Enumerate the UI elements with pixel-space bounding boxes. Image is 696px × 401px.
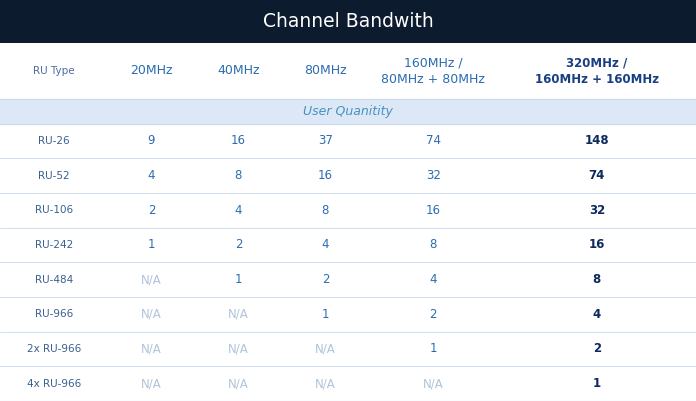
Text: N/A: N/A xyxy=(141,342,161,355)
Text: 74: 74 xyxy=(426,134,441,147)
Text: N/A: N/A xyxy=(141,308,161,321)
Bar xyxy=(0,158,696,193)
Text: RU-242: RU-242 xyxy=(35,240,73,250)
Text: 148: 148 xyxy=(585,134,609,147)
Text: 160MHz /
80MHz + 80MHz: 160MHz / 80MHz + 80MHz xyxy=(381,56,485,86)
Text: 320MHz /
160MHz + 160MHz: 320MHz / 160MHz + 160MHz xyxy=(535,56,659,86)
Text: N/A: N/A xyxy=(315,377,335,390)
Text: N/A: N/A xyxy=(228,342,248,355)
Text: User Quanitity: User Quanitity xyxy=(303,105,393,117)
Text: N/A: N/A xyxy=(228,377,248,390)
Text: N/A: N/A xyxy=(423,377,443,390)
Text: Channel Bandwith: Channel Bandwith xyxy=(262,12,434,31)
Text: 1: 1 xyxy=(322,308,329,321)
Text: 8: 8 xyxy=(322,204,329,217)
Text: 16: 16 xyxy=(589,239,605,251)
Text: RU-106: RU-106 xyxy=(35,205,73,215)
Text: 8: 8 xyxy=(593,273,601,286)
Bar xyxy=(0,43,696,99)
Bar xyxy=(0,297,696,332)
Text: 4: 4 xyxy=(235,204,242,217)
Text: N/A: N/A xyxy=(141,377,161,390)
Text: N/A: N/A xyxy=(315,342,335,355)
Text: 2: 2 xyxy=(235,239,242,251)
Text: 1: 1 xyxy=(593,377,601,390)
Bar xyxy=(0,228,696,262)
Text: 2: 2 xyxy=(322,273,329,286)
Text: RU-26: RU-26 xyxy=(38,136,70,146)
Text: 1: 1 xyxy=(429,342,437,355)
Text: 2x RU-966: 2x RU-966 xyxy=(27,344,81,354)
Text: 2: 2 xyxy=(148,204,155,217)
Bar xyxy=(0,0,696,43)
Bar xyxy=(0,367,696,401)
Text: N/A: N/A xyxy=(228,308,248,321)
Text: 32: 32 xyxy=(589,204,605,217)
Text: N/A: N/A xyxy=(141,273,161,286)
Bar xyxy=(0,99,696,124)
Text: RU-52: RU-52 xyxy=(38,170,70,180)
Text: 74: 74 xyxy=(589,169,605,182)
Text: 37: 37 xyxy=(318,134,333,147)
Text: 4: 4 xyxy=(429,273,437,286)
Bar xyxy=(0,262,696,297)
Text: 2: 2 xyxy=(429,308,437,321)
Text: 16: 16 xyxy=(231,134,246,147)
Text: 16: 16 xyxy=(426,204,441,217)
Text: 80MHz: 80MHz xyxy=(304,65,347,77)
Text: 20MHz: 20MHz xyxy=(130,65,173,77)
Text: 8: 8 xyxy=(429,239,437,251)
Text: 2: 2 xyxy=(593,342,601,355)
Bar xyxy=(0,193,696,228)
Text: RU-484: RU-484 xyxy=(35,275,73,285)
Text: 16: 16 xyxy=(318,169,333,182)
Text: RU-966: RU-966 xyxy=(35,309,73,319)
Text: 1: 1 xyxy=(148,239,155,251)
Text: 8: 8 xyxy=(235,169,242,182)
Text: 9: 9 xyxy=(148,134,155,147)
Text: 4x RU-966: 4x RU-966 xyxy=(27,379,81,389)
Text: 40MHz: 40MHz xyxy=(217,65,260,77)
Text: 4: 4 xyxy=(322,239,329,251)
Text: 4: 4 xyxy=(148,169,155,182)
Text: 32: 32 xyxy=(426,169,441,182)
Bar xyxy=(0,124,696,158)
Text: RU Type: RU Type xyxy=(33,66,74,76)
Bar xyxy=(0,332,696,367)
Text: 1: 1 xyxy=(235,273,242,286)
Text: 4: 4 xyxy=(593,308,601,321)
